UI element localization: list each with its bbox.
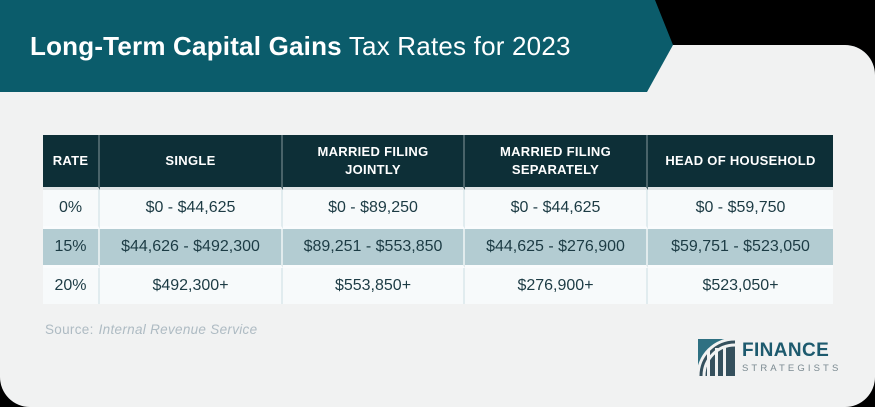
page-title-rest: Tax Rates for 2023 [348, 30, 571, 61]
cell-married-jointly: $89,251 - $553,850 [283, 229, 465, 268]
cell-single: $492,300+ [100, 268, 283, 304]
col-header-single: SINGLE [100, 135, 283, 190]
cell-married-separately: $0 - $44,625 [465, 190, 648, 229]
finance-strategists-logo: FINANCE STRATEGISTS [698, 339, 841, 376]
cell-single: $0 - $44,625 [100, 190, 283, 229]
cell-married-jointly: $0 - $89,250 [283, 190, 465, 229]
cell-head-of-household: $0 - $59,750 [648, 190, 833, 229]
logo-wordmark: FINANCE STRATEGISTS [742, 341, 841, 374]
table-row-15pct: 15% $44,626 - $492,300 $89,251 - $553,85… [43, 229, 833, 268]
finance-strategists-logo-icon [698, 339, 735, 376]
page-title-emphasis: Long-Term Capital Gains [30, 30, 342, 61]
cell-rate: 20% [43, 268, 100, 304]
cell-head-of-household: $523,050+ [648, 268, 833, 304]
cell-single: $44,626 - $492,300 [100, 229, 283, 268]
table-row-0pct: 0% $0 - $44,625 $0 - $89,250 $0 - $44,62… [43, 190, 833, 229]
tax-rates-table: RATE SINGLE MARRIED FILING JOINTLY MARRI… [43, 135, 833, 304]
source-value: Internal Revenue Service [98, 322, 258, 337]
source-label: Source: [45, 322, 94, 337]
cell-rate: 0% [43, 190, 100, 229]
logo-wordmark-strategists: STRATEGISTS [742, 363, 842, 374]
title-banner: Long-Term Capital Gains Tax Rates for 20… [0, 0, 673, 92]
cell-married-separately: $44,625 - $276,900 [465, 229, 648, 268]
col-header-married-jointly: MARRIED FILING JOINTLY [283, 135, 465, 190]
cell-married-jointly: $553,850+ [283, 268, 465, 304]
cell-married-separately: $276,900+ [465, 268, 648, 304]
table-row-20pct: 20% $492,300+ $553,850+ $276,900+ $523,0… [43, 268, 833, 304]
col-header-head-of-household: HEAD OF HOUSEHOLD [648, 135, 833, 190]
logo-wordmark-finance: FINANCE [742, 340, 830, 361]
col-header-rate: RATE [43, 135, 100, 190]
table-header-row: RATE SINGLE MARRIED FILING JOINTLY MARRI… [43, 135, 833, 190]
source-note: Source: Internal Revenue Service [45, 322, 257, 337]
cell-head-of-household: $59,751 - $523,050 [648, 229, 833, 268]
col-header-married-separately: MARRIED FILING SEPARATELY [465, 135, 648, 190]
cell-rate: 15% [43, 229, 100, 268]
